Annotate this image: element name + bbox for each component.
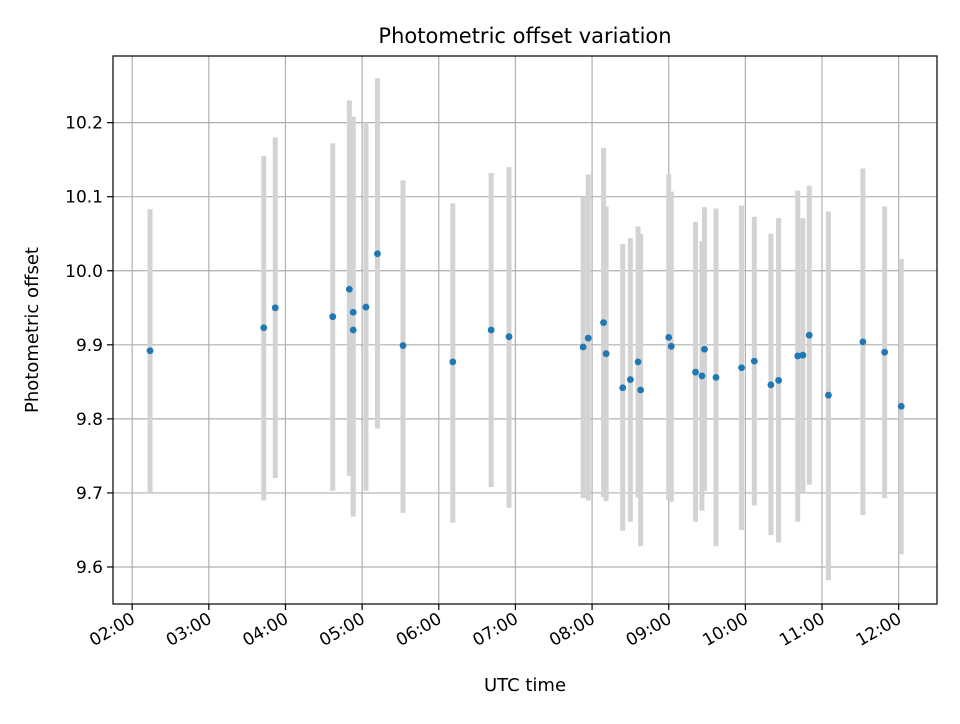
x-tick-label: 12:00: [853, 609, 905, 651]
x-tick-label: 10:00: [699, 609, 751, 651]
data-point: [794, 352, 802, 360]
y-tick-label: 9.6: [76, 558, 103, 578]
data-point: [260, 324, 268, 332]
data-point: [712, 373, 720, 381]
y-tick-label: 9.7: [76, 484, 103, 504]
x-tick-label: 09:00: [623, 609, 675, 651]
data-point: [271, 304, 279, 312]
data-point: [881, 348, 889, 356]
data-point: [362, 303, 370, 311]
x-tick-label: 03:00: [163, 609, 215, 651]
data-point: [584, 334, 592, 342]
point-layer: [146, 250, 905, 410]
data-point: [399, 342, 407, 349]
data-point: [701, 345, 708, 353]
y-tick-label: 9.9: [76, 336, 103, 356]
x-tick-label: 08:00: [546, 609, 598, 651]
data-point: [345, 285, 353, 293]
x-tick-label: 02:00: [86, 609, 138, 651]
y-tick-label: 9.8: [76, 410, 103, 430]
y-axis-ticks: 9.6 9.7 9.8 9.9 10.0 10.1 10.2: [65, 114, 113, 578]
data-point: [349, 308, 357, 316]
data-point: [775, 376, 782, 384]
data-point: [799, 351, 807, 359]
data-point: [349, 326, 357, 334]
data-point: [667, 342, 675, 350]
data-point: [750, 357, 758, 365]
data-point: [859, 338, 867, 346]
x-axis-ticks: 02:00 03:00 04:00 05:00 06:00 07:00 08:00 09:00…: [86, 604, 905, 651]
data-point: [600, 319, 607, 326]
chart-title: Photometric offset variation: [378, 24, 671, 48]
data-point: [329, 313, 337, 321]
x-tick-label: 06:00: [393, 609, 445, 651]
y-tick-label: 10.0: [65, 262, 103, 282]
plot-frame: [112, 55, 938, 605]
data-point: [665, 334, 673, 341]
data-point: [449, 358, 457, 366]
data-point: [634, 358, 642, 366]
data-point: [602, 350, 610, 358]
data-point: [487, 326, 495, 334]
y-axis-label: Photometric offset: [22, 247, 43, 413]
data-point: [374, 250, 381, 258]
data-point: [637, 386, 645, 394]
x-tick-label: 05:00: [316, 609, 368, 651]
data-point: [825, 391, 832, 399]
data-point: [897, 402, 905, 410]
data-point: [692, 368, 699, 376]
y-tick-label: 10.1: [65, 188, 103, 208]
data-point: [146, 347, 154, 355]
data-point: [767, 381, 775, 389]
x-tick-label: 07:00: [469, 609, 521, 651]
data-point: [698, 372, 706, 380]
data-point: [579, 343, 587, 351]
data-point: [619, 384, 627, 392]
data-point: [626, 376, 634, 384]
x-tick-label: 04:00: [240, 609, 292, 651]
data-point: [805, 331, 813, 339]
grid-layer: [113, 56, 937, 604]
x-axis-label: UTC time: [484, 675, 566, 696]
data-point: [738, 364, 745, 372]
x-tick-label: 11:00: [776, 609, 828, 651]
y-tick-label: 10.2: [65, 114, 103, 134]
data-point: [505, 333, 513, 341]
